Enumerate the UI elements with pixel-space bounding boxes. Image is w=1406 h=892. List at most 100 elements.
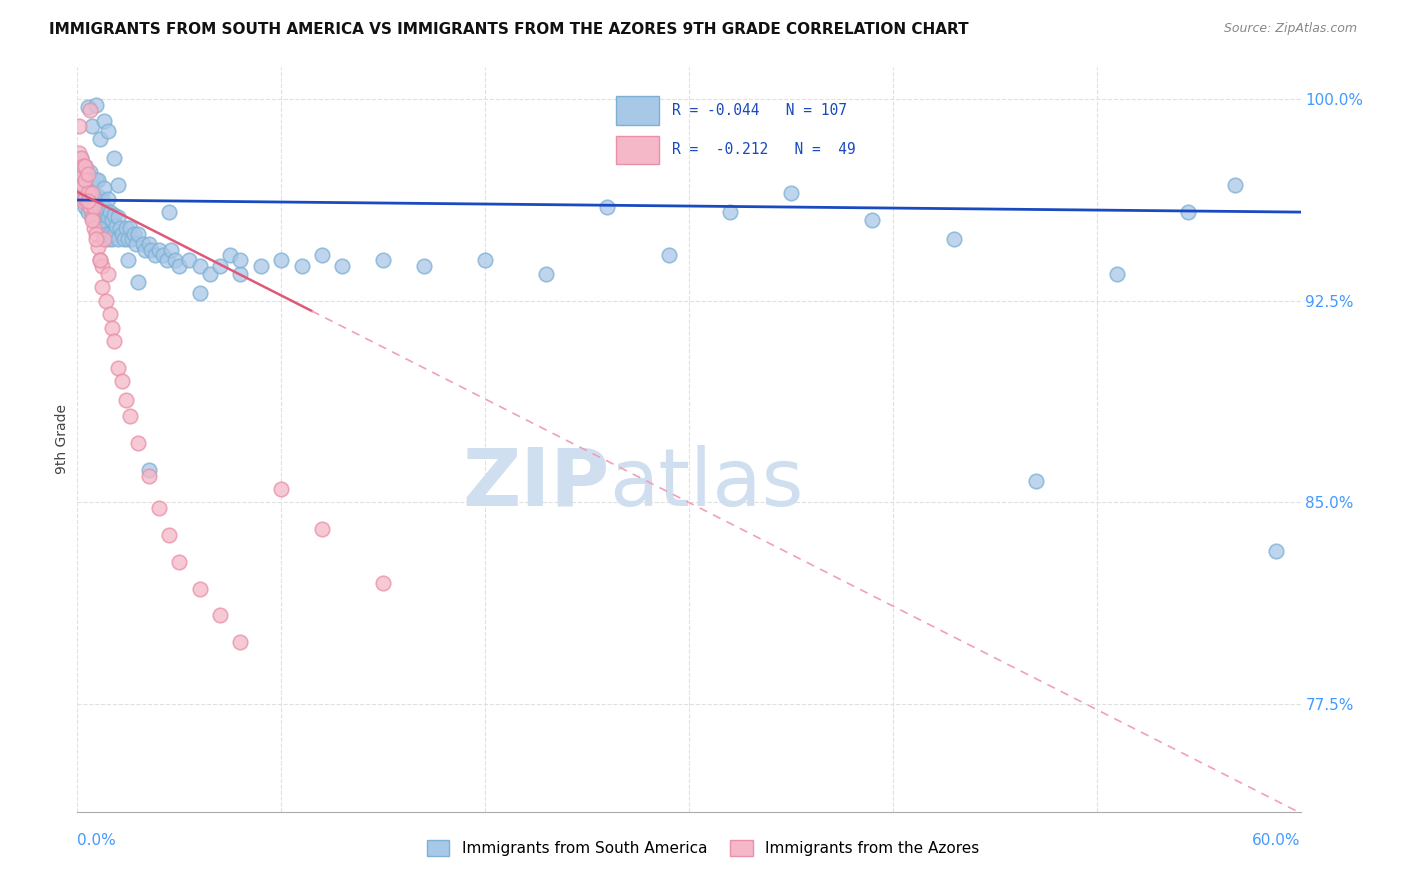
Point: [1265, 544, 1288, 558]
Point: [72, 178, 94, 193]
Point: [134, 243, 156, 257]
Point: [101, 232, 124, 246]
Point: [143, 248, 166, 262]
Point: [97, 211, 120, 225]
Point: [148, 243, 170, 257]
Point: [1024, 474, 1046, 488]
Point: [862, 213, 884, 227]
Point: [98, 227, 121, 241]
Point: [75, 173, 97, 187]
Point: [79, 200, 101, 214]
Point: [80, 213, 103, 227]
Point: [157, 528, 180, 542]
Point: [83, 205, 105, 219]
Point: [80, 186, 103, 201]
Point: [90, 280, 112, 294]
Point: [103, 334, 125, 348]
Point: [97, 267, 120, 281]
Point: [76, 168, 98, 182]
Point: [90, 192, 112, 206]
Point: [80, 119, 103, 133]
Point: [111, 375, 134, 389]
Point: [90, 259, 112, 273]
Point: [208, 259, 231, 273]
Point: [107, 232, 129, 246]
Point: [229, 267, 252, 281]
Point: [107, 361, 129, 376]
Point: [152, 248, 174, 262]
Point: [311, 522, 333, 536]
Point: [79, 103, 101, 117]
Point: [67, 145, 90, 160]
Point: [93, 232, 115, 246]
Point: [89, 221, 111, 235]
Point: [139, 243, 162, 257]
Point: [70, 151, 93, 165]
Point: [80, 173, 103, 187]
Point: [72, 194, 94, 209]
Point: [108, 221, 131, 235]
Point: [169, 555, 191, 569]
Point: [83, 200, 105, 214]
Point: [80, 211, 103, 225]
Point: [90, 213, 112, 227]
Point: [79, 178, 101, 193]
Point: [332, 259, 354, 273]
Point: [120, 221, 142, 235]
Point: [138, 237, 160, 252]
Point: [658, 248, 681, 262]
Point: [229, 253, 252, 268]
Point: [534, 267, 557, 281]
Point: [93, 181, 115, 195]
Point: [115, 221, 138, 235]
Point: [97, 124, 120, 138]
Point: [120, 409, 142, 424]
Point: [115, 393, 138, 408]
Point: [270, 482, 292, 496]
Point: [1225, 178, 1247, 193]
Point: [596, 200, 619, 214]
Point: [76, 100, 98, 114]
Point: [474, 253, 496, 268]
Point: [89, 253, 111, 268]
Point: [229, 635, 252, 649]
Point: [84, 232, 107, 246]
Point: [942, 232, 965, 246]
Point: [87, 240, 110, 254]
Point: [138, 463, 160, 477]
Point: [79, 165, 101, 179]
Text: 0.0%: 0.0%: [77, 833, 117, 848]
Point: [111, 227, 134, 241]
Point: [75, 178, 97, 193]
Point: [188, 582, 211, 596]
Point: [413, 259, 436, 273]
Point: [107, 178, 129, 193]
Point: [83, 221, 105, 235]
Point: [188, 285, 211, 300]
Point: [98, 307, 121, 321]
Point: [70, 168, 93, 182]
Point: [75, 192, 97, 206]
Point: [98, 205, 121, 219]
Point: [117, 232, 139, 246]
Point: [219, 248, 242, 262]
Point: [84, 213, 107, 227]
Point: [83, 186, 105, 201]
Point: [179, 253, 201, 268]
Point: [157, 205, 180, 219]
Point: [76, 186, 98, 201]
Point: [84, 173, 107, 187]
Point: [270, 253, 292, 268]
Point: [75, 200, 97, 214]
Point: [103, 208, 125, 222]
Point: [76, 184, 98, 198]
Point: [101, 213, 124, 227]
Point: [290, 259, 312, 273]
Point: [1177, 205, 1199, 219]
Point: [67, 119, 90, 133]
Point: [80, 192, 103, 206]
Point: [165, 253, 187, 268]
Point: [371, 253, 394, 268]
Point: [93, 221, 115, 235]
Point: [117, 253, 139, 268]
